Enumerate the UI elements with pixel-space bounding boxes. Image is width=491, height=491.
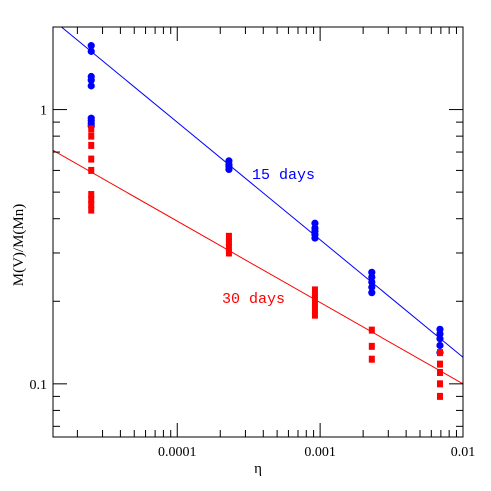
plot-frame xyxy=(52,26,464,438)
data-point-circle xyxy=(311,234,319,242)
fit-line-series-0 xyxy=(60,27,463,358)
x-axis-label: η xyxy=(254,461,262,477)
data-point-circle xyxy=(368,273,376,281)
data-point-square xyxy=(88,141,95,149)
data-point-square xyxy=(311,299,318,307)
data-point-square xyxy=(88,166,95,174)
data-point-square xyxy=(88,132,95,140)
data-point-square xyxy=(368,355,375,363)
data-point-square xyxy=(88,196,95,204)
axes: 0.0001 0.001 0.01 1 0.1 xyxy=(30,26,476,460)
data-point-square xyxy=(368,342,375,350)
data-point-square xyxy=(436,360,443,368)
data-point-circle xyxy=(87,76,95,84)
series-label-30-days: 30 days xyxy=(222,291,285,308)
series-label-15-days: 15 days xyxy=(252,167,315,184)
plot-content xyxy=(53,27,463,400)
data-point-square xyxy=(225,249,232,257)
plot-clipped-area xyxy=(53,27,463,400)
y-axis-label: M(V)/M(Mn) xyxy=(11,204,27,287)
data-point-circle xyxy=(87,47,95,55)
x-tick-label: 0.0001 xyxy=(158,445,197,460)
data-point-square xyxy=(311,293,318,301)
x-tick-label: 0.001 xyxy=(304,445,336,460)
data-point-circle xyxy=(87,82,95,90)
data-point-square xyxy=(436,380,443,388)
data-point-circle xyxy=(368,289,376,297)
data-point-square xyxy=(311,286,318,294)
data-point-circle xyxy=(225,165,233,174)
data-point-square xyxy=(311,305,318,313)
data-point-square xyxy=(88,201,95,209)
data-point-square xyxy=(436,368,443,376)
data-point-square xyxy=(436,349,443,357)
data-point-circle xyxy=(368,283,376,291)
data-point-square xyxy=(88,155,95,163)
series-labels: 15 days 30 days xyxy=(222,167,315,308)
data-point-square xyxy=(225,232,232,240)
fit-line-series-1 xyxy=(53,149,463,385)
data-point-circle xyxy=(436,335,444,343)
data-point-square xyxy=(225,243,232,251)
data-point-square xyxy=(225,238,232,246)
data-point-square xyxy=(88,206,95,214)
data-point-square xyxy=(436,392,443,400)
y-tick-label: 0.1 xyxy=(30,378,48,393)
data-point-circle xyxy=(368,278,376,286)
data-point-circle xyxy=(87,42,95,50)
data-point-square xyxy=(368,326,375,334)
data-point-square xyxy=(88,125,95,133)
data-point-square xyxy=(88,191,95,199)
y-tick-label: 1 xyxy=(40,104,47,119)
data-point-square xyxy=(311,311,318,319)
x-tick-label: 0.01 xyxy=(451,445,476,460)
data-point-circle xyxy=(436,341,444,350)
